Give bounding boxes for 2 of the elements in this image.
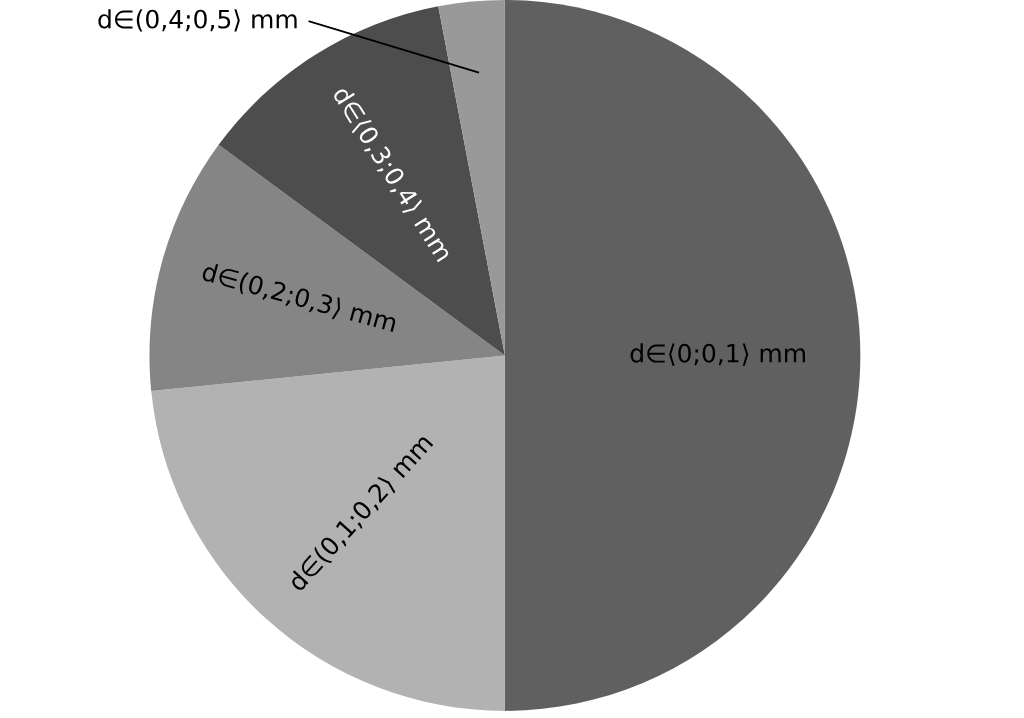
slice-label: d∈(0,4;0,5⟩ mm (98, 9, 297, 32)
slice-label: d∈⟨0;0,1⟩ mm (630, 343, 805, 366)
